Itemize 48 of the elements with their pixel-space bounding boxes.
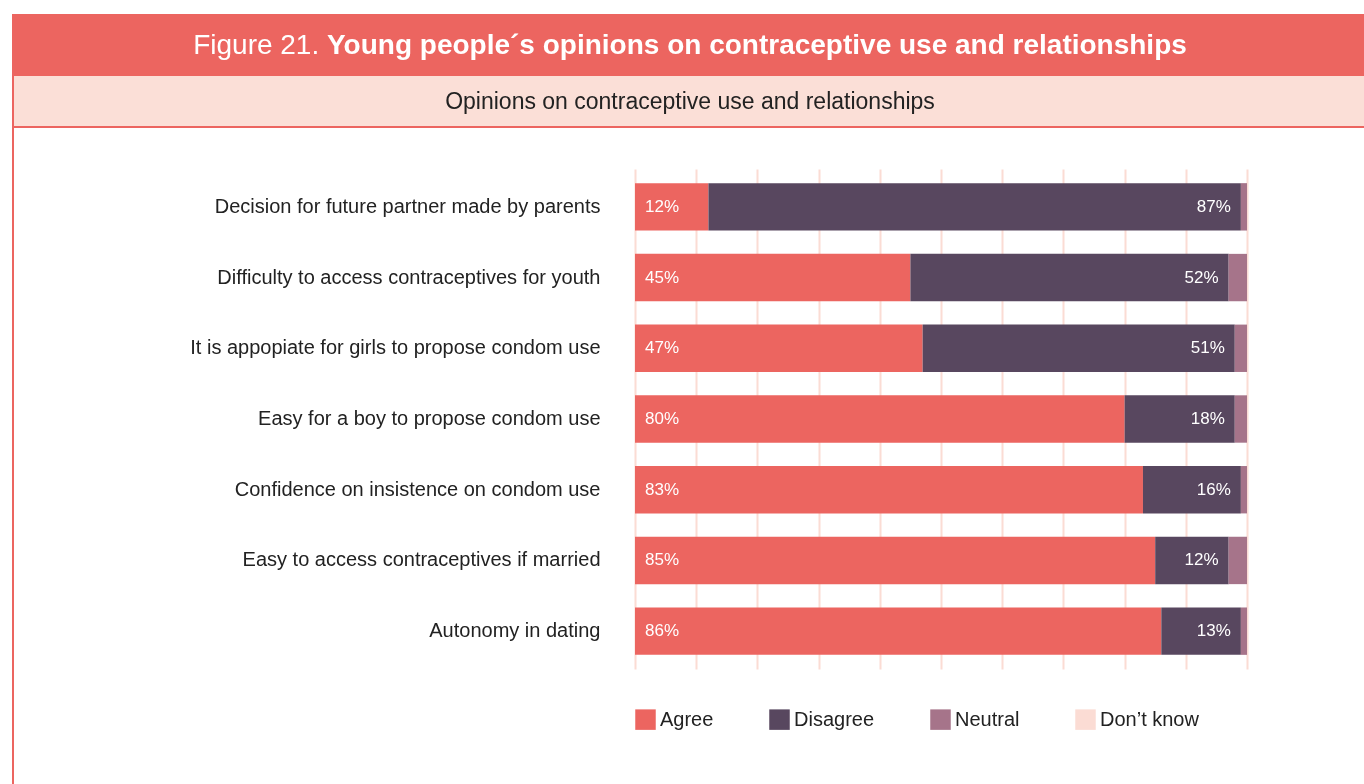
bar [635,183,709,231]
legend-label: Disagree [794,707,875,730]
data-label: 87% [1196,196,1231,216]
data-label: 18% [1190,409,1225,428]
y-tick-label: It is appopiate for girls to propose condom use [190,336,601,359]
bar [635,253,911,302]
bar [635,395,1125,443]
bar [1124,395,1235,443]
bar [635,466,1143,514]
y-tick-label: Confidence on insistence on condom use [234,477,601,500]
bar [635,324,923,372]
bar [1155,536,1229,585]
y-tick-label: Easy to access contraceptives if married [242,548,601,571]
data-label: 52% [1184,267,1219,287]
data-label: 83% [645,479,680,499]
chart-title: Figure 21. Young people´s opinions on contraceptive use and relationships [193,29,1187,60]
bar [910,253,1229,302]
data-label: 80% [645,409,680,428]
bar [635,607,1162,655]
y-tick-label: Difficulty to access contraceptives for youth [217,265,601,288]
y-tick-label: Autonomy in dating [429,619,601,642]
bar [1234,324,1247,372]
data-label: 85% [645,550,680,570]
data-label: 86% [645,621,680,641]
bar [1161,607,1241,655]
bar [1234,395,1247,443]
bar [1240,466,1247,514]
bar [1240,607,1247,655]
y-tick-label: Easy for a boy to propose condom use [258,407,601,429]
chart-subtitle: Opinions on contraceptive use and relationships [14,76,1364,128]
bar [1142,466,1241,514]
data-label: 51% [1190,338,1225,358]
y-tick-label: Decision for future partner made by parents [214,194,601,217]
data-label: 47% [645,338,680,358]
bar [635,536,1156,585]
bar [1240,183,1247,231]
bar [1228,253,1247,302]
data-label: 16% [1196,479,1231,499]
data-label: 12% [1184,550,1219,570]
data-label: 13% [1196,621,1231,641]
bar [922,324,1235,372]
data-label: 45% [645,267,680,287]
legend-label: Agree [660,707,714,730]
data-label: 12% [645,196,680,216]
legend-label: Neutral [955,707,1020,730]
legend-label: Don’t know [1100,707,1200,730]
bar [708,183,1241,231]
bar [1228,536,1247,585]
